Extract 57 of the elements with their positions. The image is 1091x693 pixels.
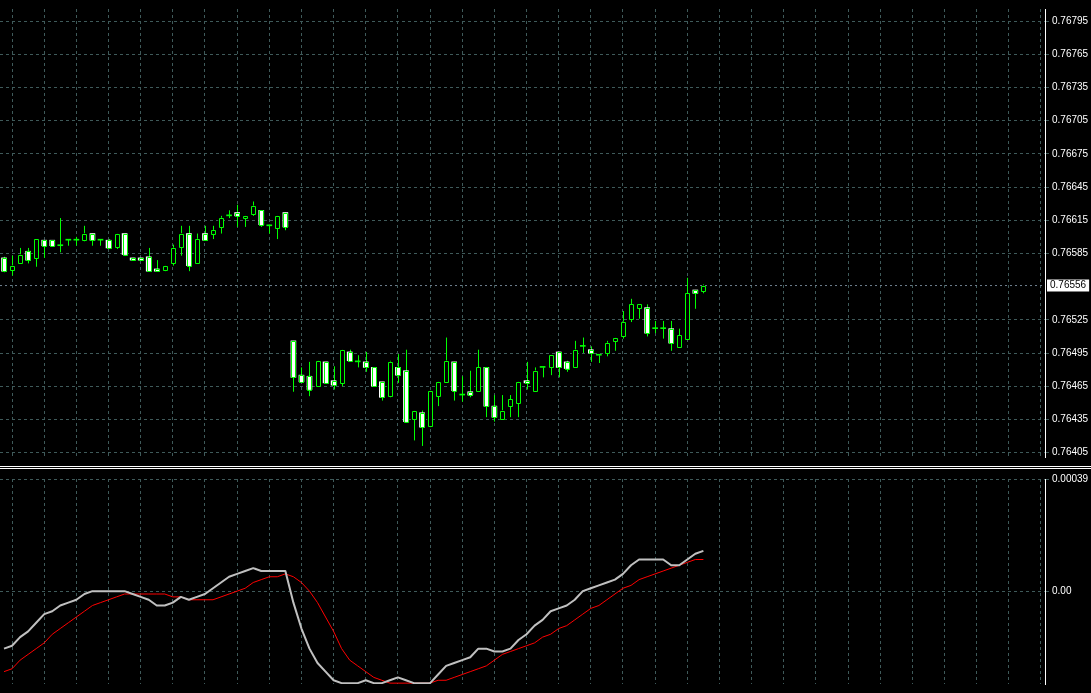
candlestick — [419, 410, 425, 447]
candlestick — [427, 390, 433, 428]
candlestick — [668, 320, 675, 352]
candlestick — [443, 337, 449, 384]
candlestick — [411, 410, 417, 441]
y-tick-label: 0.76615 — [1052, 214, 1089, 226]
y-tick-label: 0.00039 — [1052, 472, 1089, 484]
candlestick — [362, 351, 369, 373]
candlestick — [523, 361, 530, 391]
candlestick — [314, 360, 321, 387]
candlestick — [290, 340, 297, 393]
candlestick — [170, 244, 176, 267]
y-tick-label: 0.76585 — [1052, 247, 1089, 259]
candlestick — [547, 354, 554, 376]
candlestick — [555, 351, 562, 378]
y-tick-label: 0.76765 — [1052, 48, 1089, 60]
candlestick — [379, 381, 385, 402]
candlestick — [370, 367, 377, 387]
candlestick — [676, 328, 683, 348]
candlestick — [57, 217, 64, 253]
y-tick-label: 0.76705 — [1052, 114, 1089, 126]
candlestick — [507, 394, 514, 418]
candlestick — [499, 394, 506, 420]
candlestick — [435, 381, 441, 407]
y-tick-label: 0.76465 — [1052, 379, 1089, 391]
candlestick — [145, 247, 152, 272]
candlestick — [620, 310, 626, 340]
candlestick — [330, 365, 337, 391]
y-tick-label: 0.00 — [1052, 584, 1072, 596]
candlestick — [395, 353, 401, 384]
candlestick — [491, 394, 498, 423]
y-tick-label: 0.76405 — [1052, 446, 1089, 458]
candlestick — [387, 360, 393, 398]
candlestick — [628, 298, 634, 323]
candlestick — [644, 303, 650, 337]
candlestick — [539, 366, 546, 378]
y-tick-label: 0.76675 — [1052, 147, 1089, 159]
y-tick-label: 0.76435 — [1052, 413, 1089, 425]
candlestick — [515, 381, 522, 418]
y-tick-label: 0.76495 — [1052, 346, 1089, 358]
candlestick — [178, 225, 184, 257]
candlestick — [692, 289, 699, 310]
candlestick — [33, 238, 39, 268]
y-tick-label: 0.76645 — [1052, 180, 1089, 192]
candlestick — [322, 361, 329, 384]
y-tick-label: 0.76795 — [1052, 14, 1089, 26]
candlestick — [234, 204, 240, 228]
y-tick-label: 0.76735 — [1052, 81, 1089, 93]
y-tick-label: 0.76525 — [1052, 313, 1089, 325]
candlestick — [9, 255, 15, 277]
candlestick — [194, 233, 200, 264]
candlestick — [274, 215, 281, 240]
candlestick — [571, 340, 578, 368]
ref-line-label: 0.76556 — [1050, 279, 1087, 291]
candlestick — [483, 366, 490, 418]
candlestick — [467, 370, 474, 398]
candlestick — [338, 349, 345, 387]
